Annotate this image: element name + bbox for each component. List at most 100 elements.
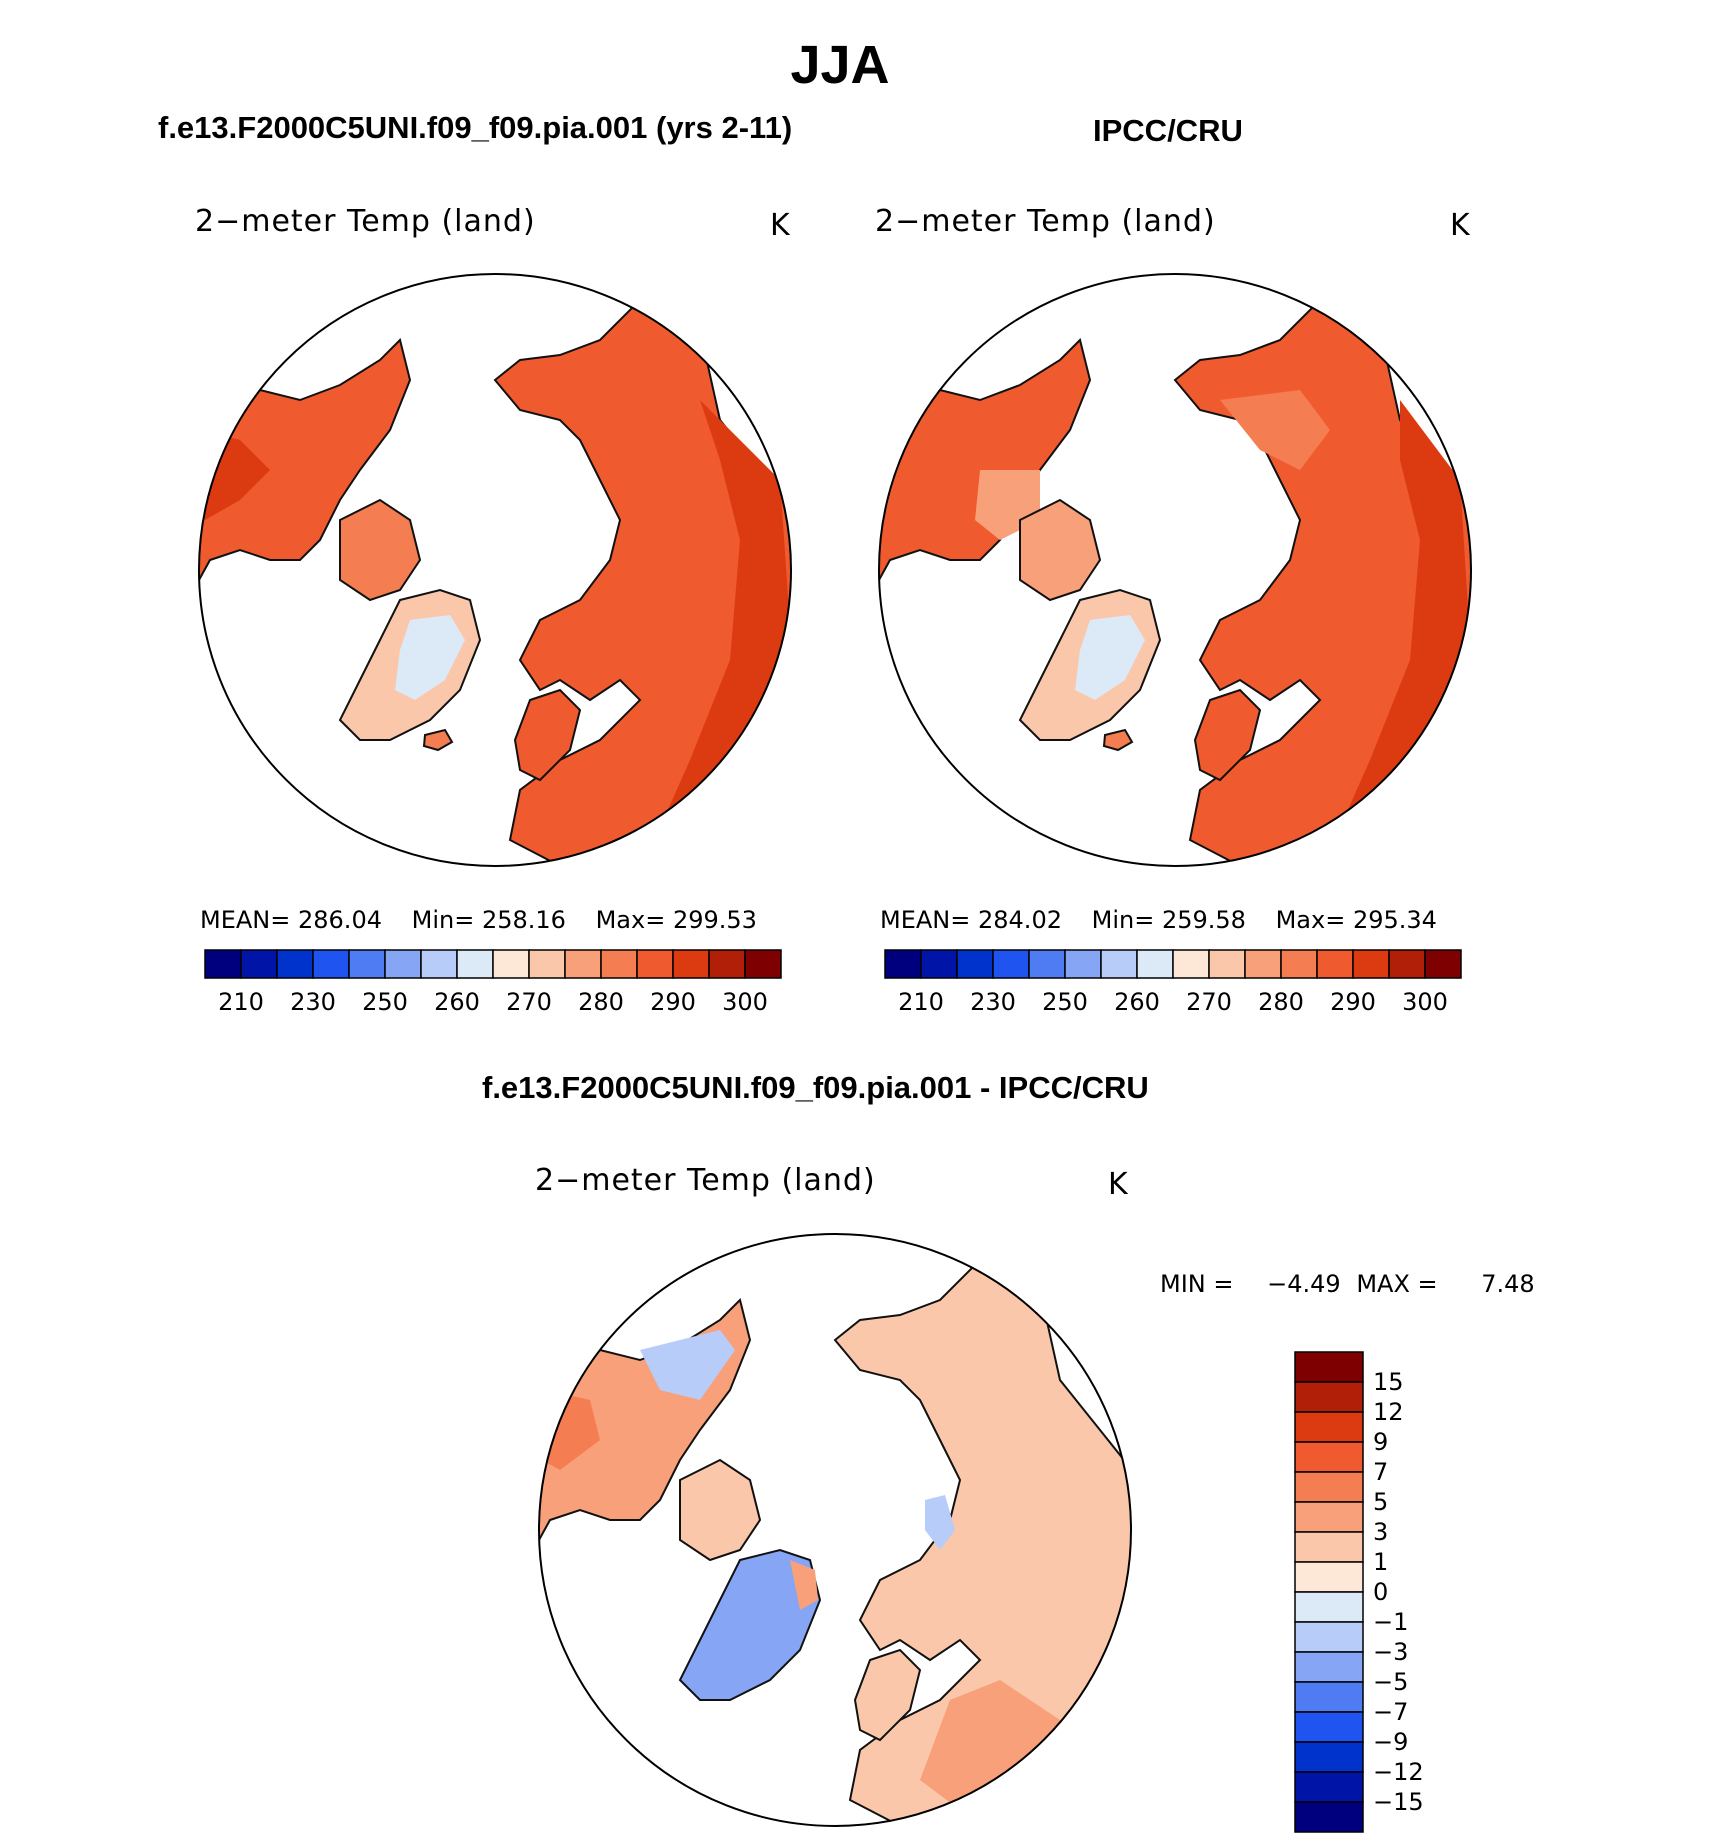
diff-units-label: K: [1108, 1167, 1129, 1202]
obs-eurasia-cool: [1220, 390, 1330, 470]
obs-colorbar-box: [884, 949, 922, 979]
obs-colorbar-tick-label: 280: [1258, 988, 1304, 1016]
obs-mean-label: MEAN=: [880, 906, 971, 934]
obs-colorbar: [884, 949, 1462, 979]
diff-colorbar-box: [1294, 1621, 1364, 1653]
obs-variable-label: 2−meter Temp (land): [875, 204, 1216, 239]
model-colorbar-tick-label: 260: [434, 988, 480, 1016]
model-polar-map: [198, 273, 792, 867]
model-max-value: 299.53: [672, 906, 757, 934]
model-scandinavia: [513, 688, 582, 782]
diff-stats: MIN = −4.49 MAX = 7.48: [1160, 1270, 1535, 1298]
obs-colorbar-tick-label: 230: [970, 988, 1016, 1016]
diff-colorbar-box: [1294, 1441, 1364, 1473]
diff-colorbar-tick-label: 5: [1373, 1488, 1389, 1516]
obs-colorbar-box: [1424, 949, 1462, 979]
model-colorbar-box: [708, 949, 746, 979]
model-units-label: K: [770, 208, 791, 243]
model-panel-header: f.e13.F2000C5UNI.f09_f09.pia.001 (yrs 2-…: [158, 110, 793, 145]
diff-colorbar-box: [1294, 1411, 1364, 1443]
model-colorbar-box: [528, 949, 566, 979]
figure-title: JJA: [790, 35, 890, 95]
obs-colorbar-box: [1316, 949, 1354, 979]
diff-greenland-east: [790, 1560, 818, 1610]
obs-archipelago: [1019, 498, 1102, 602]
obs-colorbar-tick-label: 300: [1402, 988, 1448, 1016]
model-colorbar-tick-label: 270: [506, 988, 552, 1016]
diff-colorbar-tick-label: 0: [1373, 1578, 1389, 1606]
model-colorbar-tick-label: 290: [650, 988, 696, 1016]
diff-colorbar-tick-label: −15: [1373, 1788, 1424, 1816]
diff-scandinavia: [853, 1648, 922, 1742]
diff-colorbar-box: [1294, 1561, 1364, 1593]
diff-colorbar-box: [1294, 1351, 1364, 1383]
obs-colorbar-tick-label: 290: [1330, 988, 1376, 1016]
diff-colorbar-tick-label: 9: [1373, 1428, 1389, 1456]
diff-colorbar-box: [1294, 1651, 1364, 1683]
obs-units-label: K: [1450, 208, 1471, 243]
diff-max-label: MAX =: [1356, 1270, 1438, 1298]
diff-colorbar-tick-label: −1: [1373, 1608, 1409, 1636]
obs-colorbar-tick-label: 250: [1042, 988, 1088, 1016]
model-map-border: [198, 273, 792, 867]
diff-eurasia-cool: [925, 1495, 955, 1550]
diff-greenland: [678, 1548, 822, 1701]
diff-max-value: 7.48: [1481, 1270, 1535, 1298]
obs-colorbar-box: [1136, 949, 1174, 979]
model-colorbar-box: [276, 949, 314, 979]
diff-colorbar-box: [1294, 1471, 1364, 1503]
diff-colorbar-box: [1294, 1771, 1364, 1803]
model-archipelago: [339, 498, 422, 602]
obs-greenland-ice: [1075, 615, 1145, 700]
diff-colorbar-tick-label: −9: [1373, 1728, 1409, 1756]
model-greenland-ice: [395, 615, 465, 700]
model-colorbar-box: [564, 949, 602, 979]
model-min-label: Min=: [411, 906, 475, 934]
obs-scandinavia: [1193, 688, 1262, 782]
obs-colorbar-box: [920, 949, 958, 979]
diff-colorbar-tick-label: 15: [1373, 1368, 1404, 1396]
obs-colorbar-box: [1208, 949, 1246, 979]
model-colorbar-tick-label: 300: [722, 988, 768, 1016]
obs-stats: MEAN= 284.02 Min= 259.58 Max= 295.34: [880, 906, 1437, 934]
obs-colorbar-box: [1172, 949, 1210, 979]
obs-colorbar-box: [956, 949, 994, 979]
obs-min-label: Min=: [1091, 906, 1155, 934]
diff-colorbar-box: [1294, 1741, 1364, 1773]
diff-colorbar-tick-label: −12: [1373, 1758, 1424, 1786]
model-colorbar-tick-label: 250: [362, 988, 408, 1016]
obs-colorbar-tick-label: 260: [1114, 988, 1160, 1016]
model-colorbar-box: [600, 949, 638, 979]
diff-colorbar-box: [1294, 1381, 1364, 1413]
model-max-label: Max=: [595, 906, 666, 934]
model-variable-label: 2−meter Temp (land): [195, 204, 536, 239]
model-stats: MEAN= 286.04 Min= 258.16 Max= 299.53: [200, 906, 757, 934]
model-colorbar-box: [420, 949, 458, 979]
model-colorbar-box: [204, 949, 242, 979]
model-colorbar-tick-label: 280: [578, 988, 624, 1016]
diff-colorbar-box: [1294, 1681, 1364, 1713]
model-colorbar-box: [636, 949, 674, 979]
obs-colorbar-tick-label: 210: [898, 988, 944, 1016]
model-colorbar-tick-label: 230: [290, 988, 336, 1016]
obs-iceland: [1102, 728, 1134, 752]
obs-colorbar-box: [1280, 949, 1318, 979]
obs-colorbar-box: [1100, 949, 1138, 979]
diff-colorbar-tick-label: −3: [1373, 1638, 1409, 1666]
diff-colorbar-box: [1294, 1801, 1364, 1833]
diff-map-border: [538, 1233, 1132, 1827]
obs-panel-header: IPCC/CRU: [1093, 113, 1243, 148]
model-colorbar-box: [240, 949, 278, 979]
model-colorbar: [204, 949, 782, 979]
obs-max-value: 295.34: [1352, 906, 1437, 934]
diff-archipelago: [679, 1458, 762, 1562]
diff-colorbar-box: [1294, 1531, 1364, 1563]
diff-colorbar-tick-label: 3: [1373, 1518, 1389, 1546]
model-colorbar-box: [384, 949, 422, 979]
diff-colorbar-tick-label: 7: [1373, 1458, 1389, 1486]
model-colorbar-box: [456, 949, 494, 979]
obs-colorbar-tick-label: 270: [1186, 988, 1232, 1016]
diff-min-value: −4.49: [1267, 1270, 1341, 1298]
